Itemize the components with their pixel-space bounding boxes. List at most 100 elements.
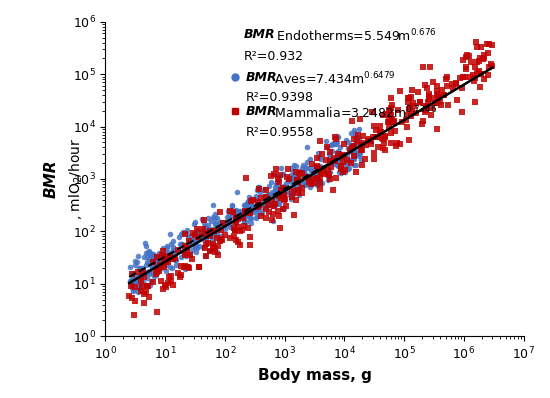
- Point: [298, 189, 306, 196]
- Point: [180, 246, 189, 252]
- Point: [292, 197, 301, 203]
- Point: [190, 236, 199, 243]
- Point: [287, 172, 296, 178]
- Point: [163, 243, 172, 249]
- Point: [408, 107, 416, 114]
- Point: [387, 130, 395, 136]
- Point: [190, 221, 199, 227]
- Point: [152, 254, 161, 260]
- Point: [469, 72, 477, 78]
- Point: [142, 289, 151, 295]
- Point: [229, 209, 238, 215]
- Point: [295, 177, 304, 183]
- Point: [168, 255, 177, 261]
- Point: [259, 193, 268, 199]
- Point: [337, 154, 345, 160]
- Point: [334, 134, 343, 140]
- Point: [165, 256, 174, 262]
- Point: [200, 226, 209, 232]
- Point: [276, 184, 285, 190]
- Point: [355, 153, 364, 159]
- Point: [338, 152, 347, 158]
- Point: [140, 291, 148, 297]
- Point: [142, 262, 151, 268]
- Point: [380, 140, 389, 146]
- Point: [131, 277, 140, 284]
- Point: [130, 312, 139, 318]
- Point: [312, 181, 321, 187]
- Point: [294, 187, 302, 193]
- Point: [128, 280, 136, 287]
- Point: [351, 151, 360, 158]
- Point: [301, 164, 310, 170]
- Point: [302, 159, 311, 166]
- Point: [248, 202, 257, 208]
- Point: [300, 168, 309, 175]
- Point: [228, 202, 236, 208]
- Point: [339, 140, 348, 147]
- Point: [270, 203, 279, 209]
- Point: [140, 274, 148, 281]
- Point: [375, 123, 384, 130]
- Point: [336, 156, 345, 162]
- Point: [169, 256, 178, 263]
- Point: [379, 135, 388, 142]
- Point: [254, 201, 263, 208]
- Point: [233, 215, 241, 221]
- Point: [162, 244, 171, 251]
- Point: [486, 61, 495, 67]
- Point: [277, 191, 285, 198]
- Point: [302, 174, 311, 180]
- Point: [202, 241, 211, 248]
- Point: [376, 129, 384, 135]
- Point: [305, 173, 314, 179]
- Point: [232, 237, 240, 244]
- Point: [477, 71, 486, 77]
- Point: [190, 219, 199, 225]
- Point: [146, 252, 155, 258]
- Point: [404, 106, 413, 113]
- Point: [193, 234, 202, 240]
- Point: [389, 119, 398, 126]
- Point: [191, 249, 200, 256]
- Point: [145, 271, 153, 277]
- Point: [127, 271, 136, 277]
- Point: [323, 173, 332, 179]
- Point: [348, 145, 356, 152]
- Point: [279, 192, 288, 198]
- Point: [437, 87, 446, 94]
- Point: [346, 142, 355, 148]
- Point: [346, 160, 355, 166]
- Point: [229, 219, 238, 226]
- Point: [272, 189, 280, 195]
- Point: [152, 271, 161, 277]
- Point: [241, 174, 250, 181]
- Point: [218, 219, 227, 226]
- Point: [318, 168, 327, 175]
- Point: [246, 211, 255, 218]
- Point: [485, 64, 493, 70]
- Point: [254, 205, 263, 212]
- Point: [161, 248, 170, 255]
- Point: [233, 189, 241, 195]
- Point: [265, 209, 273, 215]
- Point: [135, 281, 144, 287]
- Point: [432, 88, 441, 94]
- Point: [294, 181, 303, 187]
- Point: [267, 194, 276, 200]
- Point: [404, 137, 413, 143]
- Point: [249, 207, 257, 213]
- Text: Mammalia=3.2482m$^{0.7346}$: Mammalia=3.2482m$^{0.7346}$: [271, 105, 437, 122]
- Point: [369, 134, 378, 140]
- Point: [147, 251, 156, 258]
- Point: [208, 241, 217, 247]
- Point: [305, 184, 314, 191]
- Point: [371, 134, 380, 140]
- Point: [193, 234, 202, 240]
- Point: [140, 300, 149, 306]
- Point: [286, 174, 295, 180]
- Point: [175, 240, 184, 247]
- Point: [343, 152, 352, 158]
- Point: [422, 85, 431, 92]
- Point: [410, 103, 419, 110]
